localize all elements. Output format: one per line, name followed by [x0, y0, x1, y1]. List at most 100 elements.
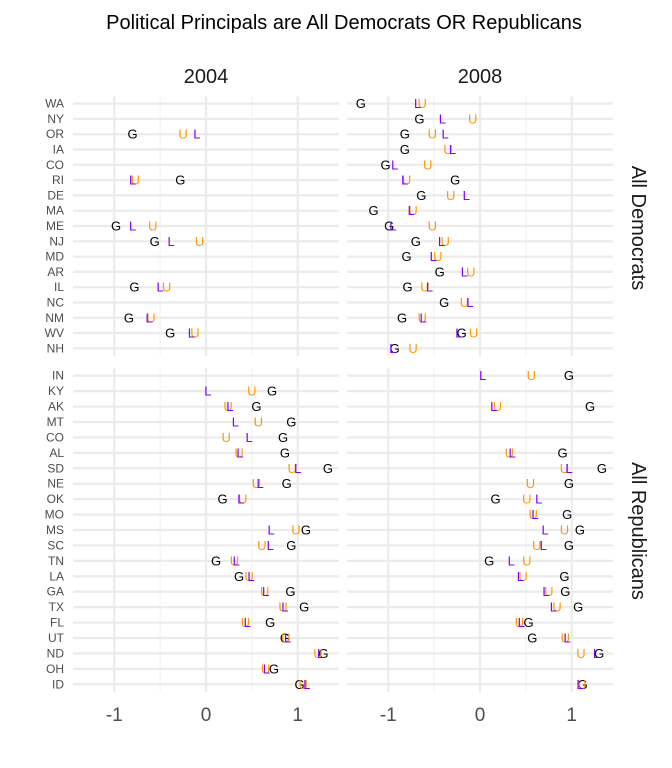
point-g-ok: G — [491, 492, 501, 507]
state-label: NE — [47, 477, 64, 491]
state-label: SD — [47, 461, 64, 475]
point-g-ar: G — [435, 264, 445, 279]
point-g-nj: G — [150, 234, 160, 249]
point-g-ne: G — [564, 476, 574, 491]
point-l-ne: L — [257, 476, 264, 491]
point-l-nm: L — [146, 310, 153, 325]
x-tick-label-2008: 1 — [566, 705, 577, 726]
point-g-or: G — [128, 127, 138, 142]
state-label: MO — [45, 508, 64, 522]
point-u-al: U — [234, 445, 243, 460]
point-l-la: L — [517, 569, 524, 584]
state-label: WA — [45, 97, 64, 111]
point-u-ok: U — [238, 492, 247, 507]
point-g-nh: G — [390, 341, 400, 356]
point-u-sd: U — [560, 461, 569, 476]
point-g-oh: G — [269, 661, 279, 676]
point-u-me: U — [428, 219, 437, 234]
point-g-ms: G — [301, 523, 311, 538]
point-g-sc: G — [286, 538, 296, 553]
state-label: OR — [46, 127, 64, 141]
point-u-nc: U — [460, 295, 469, 310]
point-u-ms: U — [291, 523, 300, 538]
x-tick-label-2004: -1 — [106, 705, 123, 726]
point-g-in: G — [564, 368, 574, 383]
point-g-il: G — [402, 280, 412, 295]
point-l-oh: L — [263, 661, 270, 676]
state-label: LA — [49, 569, 64, 583]
point-u-oh: U — [261, 661, 270, 676]
facet-column-2004: 2004 — [184, 66, 229, 88]
state-label: CO — [46, 430, 64, 444]
x-tick-label-2008: -1 — [380, 705, 397, 726]
point-g-ri: G — [450, 173, 460, 188]
point-u-or: U — [428, 127, 437, 142]
point-u-sc: U — [532, 538, 541, 553]
point-u-ak: U — [493, 399, 502, 414]
point-l-nd: L — [593, 646, 600, 661]
point-g-mo: G — [562, 507, 572, 522]
point-g-ne: G — [282, 476, 292, 491]
point-g-ut: G — [280, 631, 290, 646]
point-g-ga: G — [560, 584, 570, 599]
point-l-id: L — [303, 677, 310, 692]
point-u-id: U — [299, 677, 308, 692]
point-l-ri: L — [129, 173, 136, 188]
point-l-al: L — [236, 445, 243, 460]
state-label: IN — [52, 369, 64, 383]
point-g-fl: G — [265, 615, 275, 630]
point-g-al: G — [280, 445, 290, 460]
point-u-ut: U — [281, 631, 290, 646]
point-u-co: U — [423, 157, 432, 172]
state-label: FL — [50, 616, 64, 630]
point-l-il: L — [426, 280, 433, 295]
point-g-nc: G — [439, 295, 449, 310]
point-l-ar: L — [461, 264, 468, 279]
facet-row-all-democrats: All Democrats — [627, 166, 649, 290]
state-label: IL — [54, 280, 64, 294]
point-u-ga: U — [260, 584, 269, 599]
point-g-nd: G — [318, 646, 328, 661]
point-l-tn: L — [233, 553, 240, 568]
point-g-sd: G — [597, 461, 607, 476]
point-u-ar: U — [466, 264, 475, 279]
point-u-wv: U — [469, 326, 478, 341]
point-g-tx: G — [573, 600, 583, 615]
point-l-sd: L — [294, 461, 301, 476]
state-label: MA — [46, 204, 64, 218]
chart-title: Political Principals are All Democrats O… — [106, 12, 582, 34]
point-g-ut: G — [527, 631, 537, 646]
point-l-nj: L — [438, 234, 445, 249]
point-g-tx: G — [299, 600, 309, 615]
point-l-co: L — [391, 157, 398, 172]
point-l-fl: L — [518, 615, 525, 630]
point-g-me: G — [111, 219, 121, 234]
state-label: ME — [46, 219, 64, 233]
point-u-de: U — [446, 188, 455, 203]
point-g-nd: G — [594, 646, 604, 661]
point-u-fl: U — [241, 615, 250, 630]
x-tick-label-2004: 0 — [201, 705, 212, 726]
point-l-ok: L — [535, 492, 542, 507]
point-l-ny: L — [439, 111, 446, 126]
point-l-wv: L — [455, 326, 462, 341]
point-g-ga: G — [285, 584, 295, 599]
point-l-sc: L — [267, 538, 274, 553]
point-g-co: G — [380, 157, 390, 172]
point-u-wv: U — [190, 326, 199, 341]
point-l-de: L — [463, 188, 470, 203]
point-g-ak: G — [585, 399, 595, 414]
point-g-ky: G — [267, 384, 277, 399]
point-u-tn: U — [522, 553, 531, 568]
point-g-sc: G — [564, 538, 574, 553]
x-tick-label-2004: 1 — [292, 705, 303, 726]
state-label: RI — [52, 173, 64, 187]
point-l-in: L — [479, 368, 486, 383]
point-l-id: L — [576, 677, 583, 692]
point-u-me: U — [148, 219, 157, 234]
point-g-nm: G — [397, 310, 407, 325]
point-l-co: L — [245, 430, 252, 445]
point-u-ny: U — [468, 111, 477, 126]
state-label: NY — [47, 112, 64, 126]
